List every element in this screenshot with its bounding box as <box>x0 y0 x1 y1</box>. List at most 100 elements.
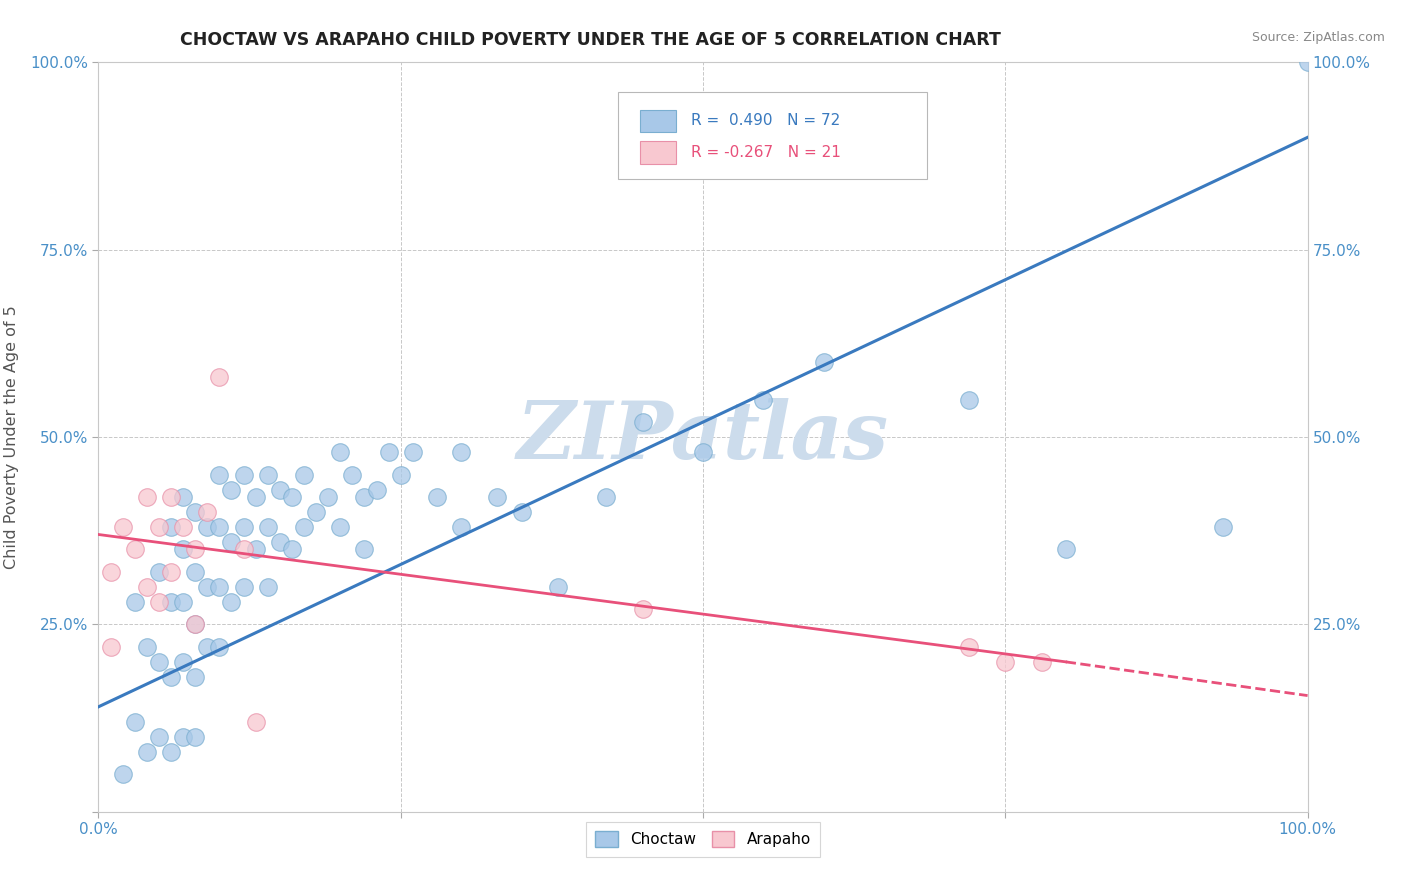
Point <box>195 520 218 534</box>
Point <box>1296 55 1319 70</box>
Point <box>402 445 425 459</box>
Point <box>232 467 254 482</box>
Text: R = -0.267   N = 21: R = -0.267 N = 21 <box>690 145 841 160</box>
Point <box>195 640 218 654</box>
Point <box>172 655 194 669</box>
Point <box>957 392 980 407</box>
Point <box>184 565 207 579</box>
Point <box>994 655 1017 669</box>
Point <box>595 490 617 504</box>
Point <box>256 520 278 534</box>
Point <box>184 617 207 632</box>
Point <box>160 745 183 759</box>
Point <box>172 595 194 609</box>
Point <box>1212 520 1234 534</box>
Point <box>426 490 449 504</box>
Text: CHOCTAW VS ARAPAHO CHILD POVERTY UNDER THE AGE OF 5 CORRELATION CHART: CHOCTAW VS ARAPAHO CHILD POVERTY UNDER T… <box>180 31 1001 49</box>
Point <box>135 490 157 504</box>
Point <box>957 640 980 654</box>
Point <box>292 520 315 534</box>
Point <box>195 505 218 519</box>
Point <box>184 670 207 684</box>
Bar <box>640 141 676 163</box>
Point <box>232 520 254 534</box>
Point <box>245 490 267 504</box>
Point <box>135 640 157 654</box>
Point <box>450 445 472 459</box>
Text: Source: ZipAtlas.com: Source: ZipAtlas.com <box>1251 31 1385 45</box>
Point <box>256 580 278 594</box>
Point <box>172 490 194 504</box>
Point <box>329 445 352 459</box>
Point <box>208 520 231 534</box>
Point <box>342 467 364 482</box>
Point <box>269 483 291 497</box>
Point <box>172 730 194 744</box>
Point <box>329 520 352 534</box>
Point <box>184 617 207 632</box>
Point <box>221 535 243 549</box>
Text: R =  0.490   N = 72: R = 0.490 N = 72 <box>690 113 841 128</box>
Point <box>245 542 267 557</box>
Point <box>184 730 207 744</box>
Point <box>148 520 170 534</box>
Point <box>281 542 304 557</box>
Legend: Choctaw, Arapaho: Choctaw, Arapaho <box>586 822 820 856</box>
FancyBboxPatch shape <box>619 93 927 178</box>
Point <box>208 467 231 482</box>
Point <box>124 714 146 729</box>
Point <box>208 370 231 384</box>
Point <box>1031 655 1053 669</box>
Point <box>148 595 170 609</box>
Point <box>547 580 569 594</box>
Point <box>232 542 254 557</box>
Point <box>377 445 399 459</box>
Point <box>221 483 243 497</box>
Point <box>353 542 375 557</box>
Point <box>813 355 835 369</box>
Point <box>160 670 183 684</box>
Point <box>281 490 304 504</box>
Point <box>305 505 328 519</box>
Point <box>100 565 122 579</box>
Point <box>208 580 231 594</box>
Point <box>135 745 157 759</box>
Point <box>100 640 122 654</box>
Point <box>366 483 388 497</box>
Point <box>221 595 243 609</box>
Point <box>316 490 339 504</box>
Point <box>208 640 231 654</box>
Point <box>510 505 533 519</box>
Point <box>111 520 134 534</box>
Point <box>1054 542 1077 557</box>
Point <box>195 580 218 594</box>
Point <box>631 602 654 616</box>
Point <box>269 535 291 549</box>
Point <box>172 520 194 534</box>
Point <box>450 520 472 534</box>
Point <box>232 580 254 594</box>
Point <box>292 467 315 482</box>
Bar <box>640 110 676 132</box>
Point <box>631 415 654 429</box>
Point <box>160 565 183 579</box>
Y-axis label: Child Poverty Under the Age of 5: Child Poverty Under the Age of 5 <box>4 305 18 569</box>
Point <box>148 565 170 579</box>
Point <box>124 542 146 557</box>
Point <box>111 767 134 781</box>
Point <box>160 490 183 504</box>
Point <box>124 595 146 609</box>
Point <box>148 730 170 744</box>
Point <box>245 714 267 729</box>
Point <box>389 467 412 482</box>
Text: ZIPatlas: ZIPatlas <box>517 399 889 475</box>
Point <box>135 580 157 594</box>
Point <box>184 505 207 519</box>
Point <box>486 490 509 504</box>
Point <box>752 392 775 407</box>
Point <box>160 595 183 609</box>
Point <box>353 490 375 504</box>
Point <box>692 445 714 459</box>
Point <box>160 520 183 534</box>
Point <box>172 542 194 557</box>
